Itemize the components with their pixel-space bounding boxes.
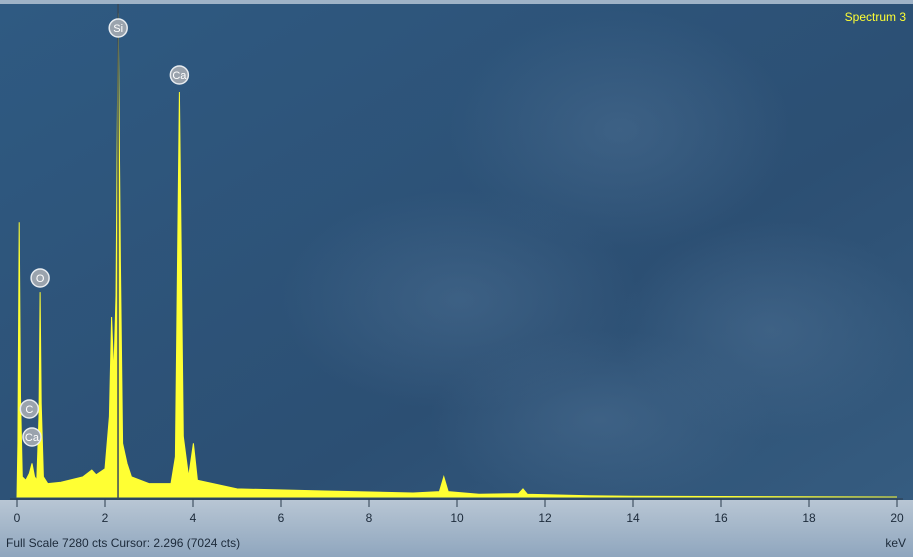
spectrum-window: Spectrum 3 Full Scale 7280 cts Cursor: 2…: [0, 0, 913, 557]
x-axis-label: keV: [885, 536, 906, 550]
x-tick-label: 2: [102, 511, 109, 525]
x-tick-label: 6: [278, 511, 285, 525]
x-tick-label: 16: [714, 511, 728, 525]
frame-top: [0, 0, 913, 4]
peak-label: Ca: [172, 70, 187, 82]
x-tick-label: 10: [450, 511, 464, 525]
peak-label: Ca: [25, 432, 40, 444]
peak-label: C: [25, 404, 33, 416]
x-tick-label: 0: [14, 511, 21, 525]
backdrop: [430, 330, 770, 510]
x-tick-label: 8: [366, 511, 373, 525]
spectrum-title: Spectrum 3: [845, 10, 907, 24]
backdrop: [450, 10, 790, 250]
x-tick-label: 12: [538, 511, 552, 525]
x-tick-label: 20: [890, 511, 904, 525]
x-tick-label: 4: [190, 511, 197, 525]
x-tick-label: 14: [626, 511, 640, 525]
status-text: Full Scale 7280 cts Cursor: 2.296 (7024 …: [6, 536, 240, 550]
peak-label: O: [36, 273, 45, 285]
peak-label: Si: [113, 23, 123, 35]
x-tick-label: 18: [802, 511, 816, 525]
